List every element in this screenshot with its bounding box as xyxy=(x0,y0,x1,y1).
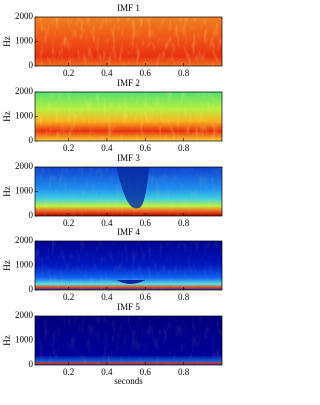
y-tick-label: 1000 xyxy=(15,36,34,46)
y-axis-label: Hz xyxy=(2,111,12,122)
spectrogram-notch xyxy=(116,167,150,209)
x-tick-label: 0.6 xyxy=(140,367,152,377)
x-tick-label: 0.8 xyxy=(178,68,190,78)
x-tick-label: 0.8 xyxy=(178,367,190,377)
spectrogram-texture xyxy=(35,316,222,365)
x-tick-label: 0.8 xyxy=(178,218,190,228)
y-tick-label: 1000 xyxy=(15,111,34,121)
y-tick-label: 0 xyxy=(29,359,34,369)
y-tick-label: 1000 xyxy=(15,335,34,345)
x-tick-label: 0.2 xyxy=(63,292,74,302)
y-tick-label: 2000 xyxy=(15,161,34,171)
x-tick-label: 0.6 xyxy=(140,292,152,302)
x-tick-label: 0.8 xyxy=(178,292,190,302)
panel: IMF 1 0 1000 2000 0.2 0.4 0.6 0.8 Hz xyxy=(2,3,223,78)
panel: IMF 4 0 1000 2000 0.2 0.4 0.6 0.8 Hz xyxy=(2,227,223,302)
panel-title: IMF 1 xyxy=(117,3,140,13)
panel: IMF 3 0 1000 2000 0.2 0.4 0.6 0.8 Hz xyxy=(2,153,223,228)
x-tick-label: 0.4 xyxy=(101,218,113,228)
panel-title: IMF 5 xyxy=(117,302,140,312)
y-tick-label: 2000 xyxy=(15,235,34,245)
x-tick-label: 0.4 xyxy=(101,68,113,78)
y-tick-label: 2000 xyxy=(15,11,34,21)
panel: IMF 2 0 1000 2000 0.2 0.4 0.6 0.8 Hz xyxy=(2,78,223,153)
spectrogram-texture xyxy=(35,92,222,141)
y-tick-label: 1000 xyxy=(15,260,34,270)
x-tick-label: 0.4 xyxy=(101,143,113,153)
x-tick-label: 0.4 xyxy=(101,367,113,377)
y-tick-label: 0 xyxy=(29,210,34,220)
x-tick-label: 0.2 xyxy=(63,218,74,228)
spectrogram-notch xyxy=(116,280,146,284)
y-axis-label: Hz xyxy=(2,186,12,197)
panel-title: IMF 2 xyxy=(117,78,140,88)
y-tick-label: 2000 xyxy=(15,86,34,96)
y-tick-label: 1000 xyxy=(15,186,34,196)
panels: IMF 1 0 1000 2000 0.2 0.4 0.6 0.8 Hz IMF 2 0 1000 20… xyxy=(2,3,223,386)
x-tick-label: 0.2 xyxy=(63,367,74,377)
x-tick-label: 0.6 xyxy=(140,218,152,228)
y-axis-label: Hz xyxy=(2,260,12,271)
y-tick-label: 0 xyxy=(29,135,34,145)
x-tick-label: 0.2 xyxy=(63,143,74,153)
x-tick-label: 0.4 xyxy=(101,292,113,302)
x-tick-label: 0.6 xyxy=(140,68,152,78)
panel-title: IMF 3 xyxy=(117,153,140,163)
x-tick-label: 0.2 xyxy=(63,68,74,78)
x-axis-label: seconds xyxy=(114,376,143,386)
y-tick-label: 0 xyxy=(29,60,34,70)
y-tick-label: 2000 xyxy=(15,310,34,320)
y-tick-label: 0 xyxy=(29,284,34,294)
y-axis-label: Hz xyxy=(2,335,12,346)
figure: IMF 1 0 1000 2000 0.2 0.4 0.6 0.8 Hz IMF 2 0 1000 20… xyxy=(2,3,223,386)
x-tick-label: 0.6 xyxy=(140,143,152,153)
panel: IMF 5 0 1000 2000 0.2 0.4 0.6 0.8 Hz seconds xyxy=(2,302,223,386)
spectrogram-texture xyxy=(35,17,222,66)
panel-title: IMF 4 xyxy=(117,227,140,237)
x-tick-label: 0.8 xyxy=(178,143,190,153)
y-axis-label: Hz xyxy=(2,36,12,47)
